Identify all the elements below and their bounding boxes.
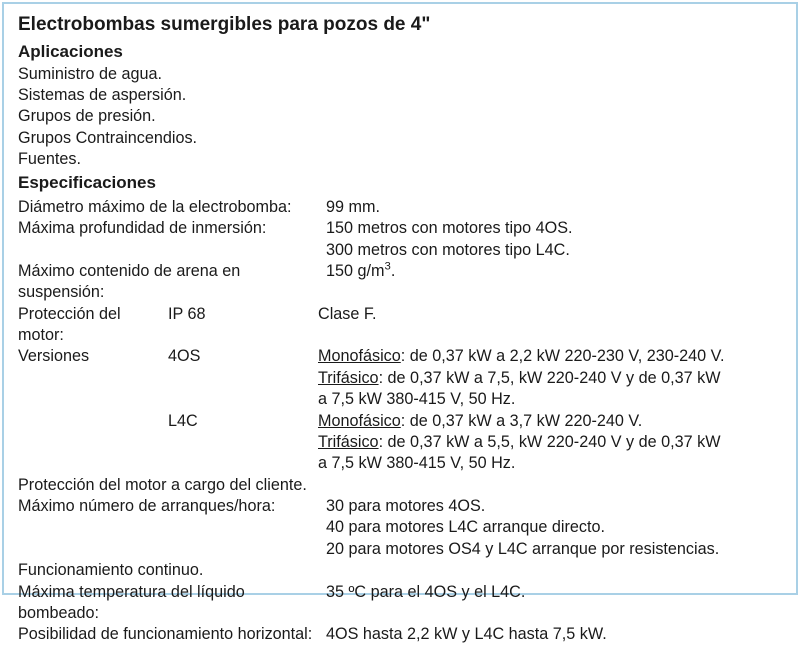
spec-client-protection: Protección del motor a cargo del cliente…: [18, 475, 782, 496]
tri-text: : de 0,37 kW a 5,5, kW 220-240 V y de 0,…: [379, 433, 721, 451]
tri-label: Trifásico: [318, 369, 379, 387]
spec-label: Posibilidad de funcionamiento horizontal…: [18, 624, 326, 645]
page-title: Electrobombas sumergibles para pozos de …: [18, 12, 782, 37]
spec-row-versions-4os-tri-2: a 7,5 kW 380-415 V, 50 Hz.: [18, 389, 782, 410]
spec-value: Trifásico: de 0,37 kW a 7,5, kW 220-240 …: [318, 368, 782, 389]
spec-label: Máxima temperatura del líquido bombeado:: [18, 582, 326, 625]
spec-value: a 7,5 kW 380-415 V, 50 Hz.: [318, 453, 782, 474]
spec-value: 30 para motores 4OS.: [326, 496, 782, 517]
application-item: Fuentes.: [18, 149, 782, 170]
spec-label: Diámetro máximo de la electrobomba:: [18, 197, 326, 218]
spec-row-starts-2: 40 para motores L4C arranque directo.: [18, 517, 782, 538]
spec-value-class: Clase F.: [318, 304, 782, 347]
sand-value-pre: 150 g/m: [326, 262, 385, 280]
spec-label: Máxima profundidad de inmersión:: [18, 218, 326, 239]
mono-text: : de 0,37 kW a 3,7 kW 220-240 V.: [401, 412, 642, 430]
spec-label: Máximo contenido de arena en suspensión:: [18, 261, 326, 304]
applications-heading: Aplicaciones: [18, 41, 782, 63]
spec-value: 4OS hasta 2,2 kW y L4C hasta 7,5 kW.: [326, 624, 782, 645]
sand-value-post: .: [391, 262, 396, 280]
spec-value: Monofásico: de 0,37 kW a 2,2 kW 220-230 …: [318, 346, 782, 367]
spec-row-starts-1: Máximo número de arranques/hora: 30 para…: [18, 496, 782, 517]
tri-text: : de 0,37 kW a 7,5, kW 220-240 V y de 0,…: [379, 369, 721, 387]
spec-continuous: Funcionamiento continuo.: [18, 560, 782, 581]
spec-value: 20 para motores OS4 y L4C arranque por r…: [326, 539, 782, 560]
spec-value: 99 mm.: [326, 197, 782, 218]
spec-row-versions-4os-mono: Versiones 4OS Monofásico: de 0,37 kW a 2…: [18, 346, 782, 367]
specs-body: Diámetro máximo de la electrobomba: 99 m…: [18, 197, 782, 646]
spec-row-max-depth-2: 300 metros con motores tipo L4C.: [18, 240, 782, 261]
spec-card: Electrobombas sumergibles para pozos de …: [2, 2, 798, 595]
application-item: Sistemas de aspersión.: [18, 85, 782, 106]
spec-row-starts-3: 20 para motores OS4 y L4C arranque por r…: [18, 539, 782, 560]
spec-row-versions-l4c-tri-1: Trifásico: de 0,37 kW a 5,5, kW 220-240 …: [18, 432, 782, 453]
application-item: Grupos de presión.: [18, 106, 782, 127]
application-item: Suministro de agua.: [18, 64, 782, 85]
application-item: Grupos Contraincendios.: [18, 128, 782, 149]
spec-row-horizontal: Posibilidad de funcionamiento horizontal…: [18, 624, 782, 645]
spec-row-versions-l4c-mono: L4C Monofásico: de 0,37 kW a 3,7 kW 220-…: [18, 411, 782, 432]
mono-text: : de 0,37 kW a 2,2 kW 220-230 V, 230-240…: [401, 347, 725, 365]
spec-value: 150 metros con motores tipo 4OS.: [326, 218, 782, 239]
version-name: L4C: [168, 411, 318, 432]
spec-row-sand: Máximo contenido de arena en suspensión:…: [18, 261, 782, 304]
spec-row-max-depth: Máxima profundidad de inmersión: 150 met…: [18, 218, 782, 239]
spec-value: Monofásico: de 0,37 kW a 3,7 kW 220-240 …: [318, 411, 782, 432]
tri-label: Trifásico: [318, 433, 379, 451]
spec-value: 150 g/m3.: [326, 261, 782, 304]
version-name: 4OS: [168, 346, 318, 367]
spec-value: 40 para motores L4C arranque directo.: [326, 517, 782, 538]
spec-row-max-temp: Máxima temperatura del líquido bombeado:…: [18, 582, 782, 625]
spec-row-max-diameter: Diámetro máximo de la electrobomba: 99 m…: [18, 197, 782, 218]
applications-list: Suministro de agua. Sistemas de aspersió…: [18, 64, 782, 171]
spec-label: Máximo número de arranques/hora:: [18, 496, 326, 517]
spec-row-motor-protection: Protección del motor: IP 68 Clase F.: [18, 304, 782, 347]
spec-row-versions-4os-tri-1: Trifásico: de 0,37 kW a 7,5, kW 220-240 …: [18, 368, 782, 389]
spec-value: 35 ºC para el 4OS y el L4C.: [326, 582, 782, 625]
spec-label: Protección del motor:: [18, 304, 168, 347]
spec-value: Trifásico: de 0,37 kW a 5,5, kW 220-240 …: [318, 432, 782, 453]
specs-heading: Especificaciones: [18, 172, 782, 194]
spec-value-ip: IP 68: [168, 304, 318, 347]
mono-label: Monofásico: [318, 412, 401, 430]
spec-value: 300 metros con motores tipo L4C.: [326, 240, 782, 261]
mono-label: Monofásico: [318, 347, 401, 365]
spec-value: a 7,5 kW 380-415 V, 50 Hz.: [318, 389, 782, 410]
spec-row-versions-l4c-tri-2: a 7,5 kW 380-415 V, 50 Hz.: [18, 453, 782, 474]
spec-label: Versiones: [18, 346, 168, 367]
